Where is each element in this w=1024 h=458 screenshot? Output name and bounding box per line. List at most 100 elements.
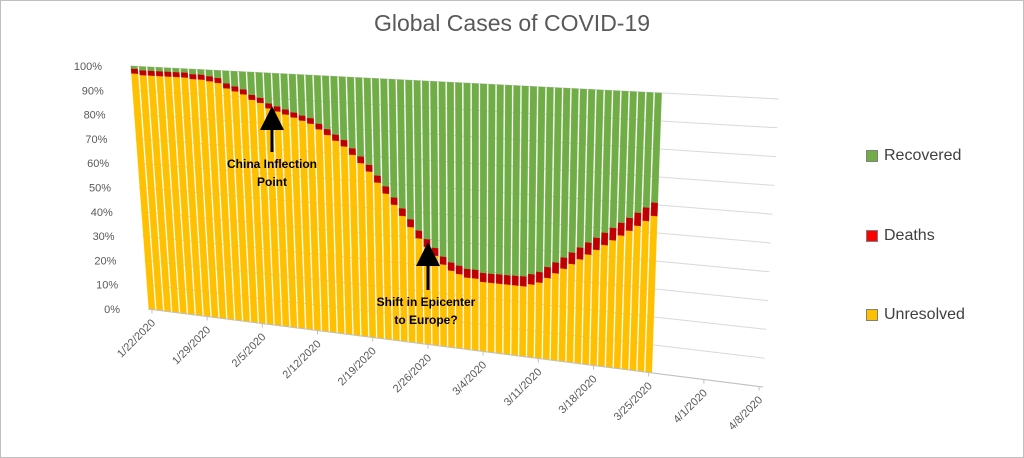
bar-segment-recovered [642, 92, 654, 208]
y-tick-label: 20% [94, 255, 116, 267]
bar-segment-deaths [455, 265, 463, 275]
bar-segment-unresolved [519, 285, 527, 358]
bar-segment-recovered [626, 91, 637, 219]
bar-segment-recovered [347, 76, 356, 149]
bar-segment-recovered [584, 89, 596, 243]
x-tick-label: 3/11/2020 [502, 366, 545, 409]
y-tick-label: 0% [104, 304, 120, 316]
bar-segment-deaths [298, 115, 306, 121]
bar-segment-deaths [535, 271, 543, 283]
y-tick-label: 60% [87, 158, 109, 170]
bar-segment-recovered [322, 75, 331, 130]
bar-segment-deaths [214, 77, 222, 84]
bar-segment-recovered [413, 80, 423, 231]
legend-label-unresolved: Unresolved [884, 306, 965, 323]
bar-segment-recovered [197, 69, 205, 75]
bar-segment-deaths [495, 273, 503, 285]
bar-segment-deaths [544, 266, 551, 279]
bar-segment-recovered [471, 83, 479, 271]
bar-segment-recovered [495, 84, 504, 275]
x-tick-label: 3/18/2020 [557, 373, 600, 416]
bar-segment-recovered [430, 81, 439, 249]
y-tick-label: 100% [74, 61, 102, 73]
bar-segment-recovered [230, 70, 239, 87]
x-tick-label: 2/12/2020 [281, 338, 324, 381]
bar-segment-deaths [423, 238, 431, 248]
bar-segment-deaths [592, 237, 600, 251]
bar-segment-deaths [357, 155, 365, 164]
bar-segment-recovered [609, 90, 621, 229]
bar-segment-recovered [247, 71, 256, 96]
bar-segment-unresolved [558, 268, 567, 363]
bar-segment-deaths [231, 85, 239, 92]
gridline [131, 89, 778, 129]
bar-segment-deaths [568, 251, 576, 265]
bar-segment-deaths [415, 229, 423, 239]
bar-segment-deaths [248, 94, 256, 101]
legend-item-recovered: Recovered [866, 146, 961, 166]
bar-segment-deaths [281, 108, 289, 115]
bar-segment-deaths [576, 246, 584, 260]
x-axis-line [147, 308, 764, 388]
bar-segment-unresolved [415, 237, 424, 345]
bar-segment-recovered [297, 74, 306, 116]
bar-segment-unresolved [495, 283, 503, 355]
bar-segment-recovered [552, 87, 562, 263]
gridline [135, 138, 775, 186]
bar-segment-recovered [479, 83, 488, 274]
bar-segment-recovered [576, 88, 587, 248]
bar-segment-unresolved [463, 277, 471, 351]
bar-segment-deaths [306, 117, 314, 124]
bar-segment-recovered [138, 66, 147, 71]
bar-segment-recovered [617, 90, 629, 224]
bar-segment-recovered [172, 67, 180, 73]
bar-segment-deaths [463, 268, 471, 279]
bar-segment-deaths [503, 274, 511, 286]
legend-swatch-recovered [866, 150, 878, 162]
x-tick-label: 3/4/2020 [450, 359, 489, 398]
gridline [144, 259, 767, 330]
gridline [137, 162, 773, 215]
bar-segment-recovered [455, 82, 463, 267]
bar-segment-unresolved [471, 277, 479, 352]
bar-segment-recovered [188, 68, 197, 75]
bar-segment-deaths [256, 97, 264, 104]
x-tick-label: 2/5/2020 [230, 331, 269, 370]
bar-segment-recovered [601, 90, 612, 234]
bar-segment-deaths [625, 217, 633, 231]
bar-segment-deaths [205, 75, 214, 82]
bar-segment-deaths [139, 69, 147, 76]
bar-segment-unresolved [574, 258, 584, 365]
x-tick-label: 4/8/2020 [726, 394, 765, 433]
bar-segment-unresolved [598, 244, 608, 368]
bar-segment-recovered [396, 79, 406, 209]
bar-segment-recovered [272, 73, 281, 107]
annotation-europe-line1: Shift in Epicenter [377, 295, 476, 309]
bar-segment-deaths [373, 175, 381, 183]
bar-segment-recovered [463, 82, 471, 270]
bar-segment-deaths [487, 273, 495, 284]
y-tick-label: 40% [91, 207, 113, 219]
x-tick-label: 1/22/2020 [115, 317, 158, 360]
bar-segment-deaths [222, 83, 231, 89]
gridline [129, 65, 780, 100]
bar-segment-deaths [239, 88, 247, 95]
bar-segment-unresolved [382, 193, 392, 341]
bar-segment-unresolved [590, 249, 600, 367]
bar-segment-deaths [398, 207, 406, 217]
bar-segment-recovered [263, 72, 273, 104]
bar-segment-recovered [130, 65, 138, 69]
bar-segment-deaths [348, 147, 356, 156]
bar-segment-deaths [634, 212, 642, 227]
bar-segment-unresolved [582, 254, 592, 366]
bar-segment-recovered [438, 81, 447, 258]
y-tick-label: 50% [89, 183, 111, 195]
bar-segment-recovered [205, 69, 213, 77]
y-tick-label: 30% [93, 231, 115, 243]
bar-segment-unresolved [479, 281, 487, 353]
bar-segment-recovered [651, 92, 662, 203]
bar-segment-recovered [222, 70, 230, 84]
bar-segment-deaths [290, 112, 298, 118]
bar-segment-deaths [584, 241, 592, 255]
